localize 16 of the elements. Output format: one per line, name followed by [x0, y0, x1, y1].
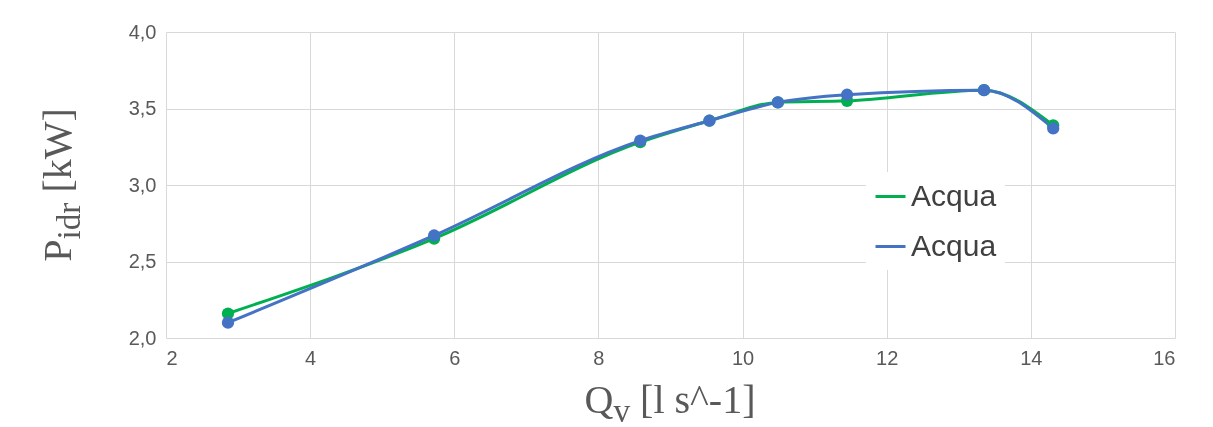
- x-tick-label: 16: [1153, 346, 1176, 369]
- x-tick-label: 4: [305, 346, 317, 369]
- x-axis-title: Q$_{v}$ [l s^-1]: [584, 377, 756, 427]
- x-tick-label: 2: [166, 346, 178, 369]
- x-tick-label: 12: [876, 346, 899, 369]
- x-tick-label: 8: [593, 346, 605, 369]
- y-tick-label: 2,5: [128, 250, 157, 272]
- x-tick-label: 10: [731, 346, 755, 369]
- y-tick-label: 3,0: [128, 173, 157, 196]
- y-tick-label: 2,0: [128, 326, 157, 349]
- x-tick-label: 6: [449, 346, 461, 369]
- x-tick-label: 14: [1020, 346, 1043, 369]
- legend-label: Acqua: [911, 228, 997, 262]
- y-tick-label: 4,0: [128, 20, 157, 43]
- legend-label: Acqua: [911, 178, 997, 212]
- y-tick-label: 3,5: [128, 97, 157, 119]
